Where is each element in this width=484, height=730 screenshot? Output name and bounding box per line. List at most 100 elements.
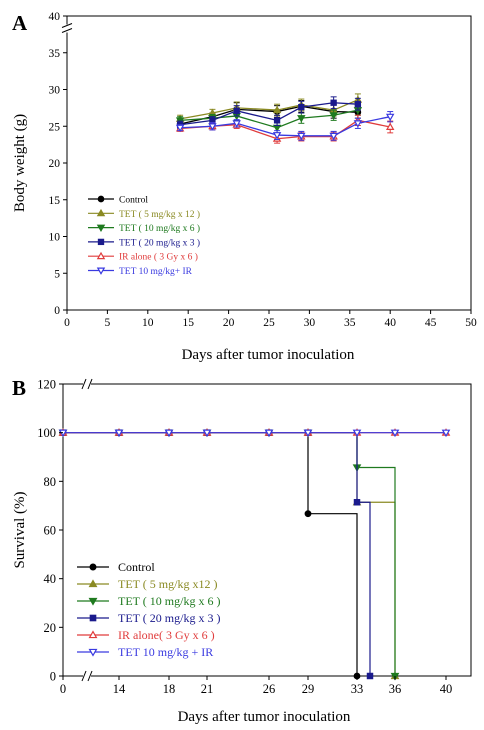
- legend-entry: TET 10 mg/kg+ IR: [88, 267, 193, 277]
- legend-label: TET ( 10 mg/kg x 6 ): [118, 594, 220, 608]
- x-tick-label: 21: [201, 682, 214, 696]
- data-point: [208, 123, 217, 131]
- legend-marker: [88, 597, 98, 606]
- data-point: [202, 429, 212, 438]
- legend-marker: [89, 614, 97, 622]
- data-point: [175, 124, 185, 133]
- legend-marker: [96, 251, 106, 260]
- y-axis-title: Body weight (g): [12, 114, 28, 212]
- data-point: [297, 115, 306, 123]
- legend-marker: [96, 267, 106, 275]
- x-tick-label: 20: [223, 317, 235, 329]
- x-tick-label: 10: [142, 317, 154, 329]
- y-tick-label: 0: [50, 670, 56, 684]
- data-point: [353, 499, 361, 506]
- legend-label: IR alone ( 3 Gy x 6 ): [119, 252, 198, 263]
- legend-entry: TET ( 10 mg/kg x 6 ): [88, 223, 200, 234]
- y-tick-label: 20: [49, 158, 61, 170]
- data-point: [297, 132, 306, 141]
- axis-break-gap: [62, 24, 72, 33]
- x-tick-label: 30: [304, 317, 316, 329]
- panel-a-chart: A 0 5 10 15 20 25 30 35 40 0 5 10 15 20 25 30 35 40 45 50 Day…: [12, 11, 477, 363]
- data-point: [353, 120, 363, 128]
- x-tick-label: 40: [440, 682, 453, 696]
- y-tick-label: 10: [49, 232, 61, 244]
- y-tick-label: 60: [44, 524, 57, 538]
- data-point: [164, 429, 174, 438]
- legend-entry: TET ( 20 mg/kg x 3 ): [77, 611, 220, 625]
- x-axis-title: Days after tumor inoculation: [178, 709, 351, 725]
- y-tick-label: 40: [49, 11, 61, 23]
- axis-break-mark: [87, 670, 93, 682]
- data-point: [273, 117, 281, 124]
- data-point: [441, 429, 451, 438]
- legend-entry: IR alone ( 3 Gy x 6 ): [88, 252, 198, 263]
- x-tick-label: 18: [163, 682, 176, 696]
- data-point: [272, 105, 282, 114]
- series-5: [58, 429, 451, 438]
- data-point: [272, 124, 282, 133]
- axis-break-mark: [81, 670, 87, 682]
- axis-break-gap: [83, 672, 91, 680]
- x-tick-label: 0: [60, 682, 66, 696]
- series-5: [175, 111, 395, 141]
- y-tick-label: 25: [49, 121, 61, 133]
- data-point: [329, 112, 338, 120]
- legend-marker: [96, 208, 106, 217]
- y-tick-label: 80: [44, 475, 57, 489]
- data-point: [352, 429, 362, 438]
- x-tick-label: 33: [351, 682, 364, 696]
- x-tick-label: 29: [302, 682, 315, 696]
- x-tick-label: 35: [344, 317, 356, 329]
- y-tick-label: 120: [37, 378, 56, 392]
- y-tick-label: 20: [44, 621, 57, 635]
- x-tick-label: 25: [263, 317, 275, 329]
- x-tick-label: 5: [105, 317, 111, 329]
- y-tick-label: 40: [44, 572, 57, 586]
- axis-break-mark: [61, 23, 73, 28]
- data-point: [272, 132, 282, 140]
- y-tick-label: 15: [49, 195, 61, 207]
- y-tick-label: 5: [54, 268, 60, 280]
- data-point: [114, 429, 124, 438]
- legend-marker: [97, 238, 105, 246]
- legend-marker: [88, 579, 98, 588]
- legend-entry: TET ( 5 mg/kg x12 ): [77, 577, 217, 591]
- legend-entry: TET ( 5 mg/kg x 12 ): [88, 209, 200, 220]
- legend-entry: Control: [88, 196, 148, 206]
- series-step-line: [63, 432, 371, 676]
- x-tick-label: 50: [465, 317, 477, 329]
- legend-entry: IR alone( 3 Gy x 6 ): [77, 628, 215, 642]
- axis-break-mark: [81, 378, 87, 390]
- data-point: [298, 103, 305, 111]
- legend-entry: Control: [77, 560, 155, 574]
- x-tick-label: 14: [113, 682, 126, 696]
- x-tick-label: 15: [182, 317, 194, 329]
- legend-label: TET ( 5 mg/kg x 12 ): [119, 209, 200, 220]
- data-point: [366, 672, 374, 680]
- legend-marker: [96, 224, 106, 233]
- plot-frame: [66, 15, 472, 311]
- legend-label: Control: [118, 560, 155, 574]
- legend-label: TET ( 10 mg/kg x 6 ): [119, 223, 200, 234]
- data-point: [304, 510, 312, 518]
- legend-label: TET ( 20 mg/kg x 3 ): [119, 237, 200, 248]
- legend-entry: TET 10 mg/kg + IR: [77, 645, 213, 659]
- x-tick-label: 26: [263, 682, 276, 696]
- series-3: [59, 429, 374, 680]
- x-tick-label: 36: [389, 682, 402, 696]
- legend-marker: [97, 195, 105, 203]
- legend-marker: [88, 648, 98, 657]
- legend-entry: TET ( 10 mg/kg x 6 ): [77, 594, 220, 608]
- legend-label: TET 10 mg/kg+ IR: [119, 267, 193, 277]
- series-2: [58, 429, 400, 681]
- legend-label: Control: [119, 196, 148, 206]
- axis-break-mark: [61, 28, 73, 33]
- legend-marker: [89, 563, 97, 571]
- axis-break-mark: [87, 378, 93, 390]
- y-tick-label: 30: [49, 85, 61, 97]
- y-tick-label: 35: [49, 48, 61, 60]
- series-line: [180, 116, 391, 137]
- y-tick-label: 0: [54, 305, 60, 317]
